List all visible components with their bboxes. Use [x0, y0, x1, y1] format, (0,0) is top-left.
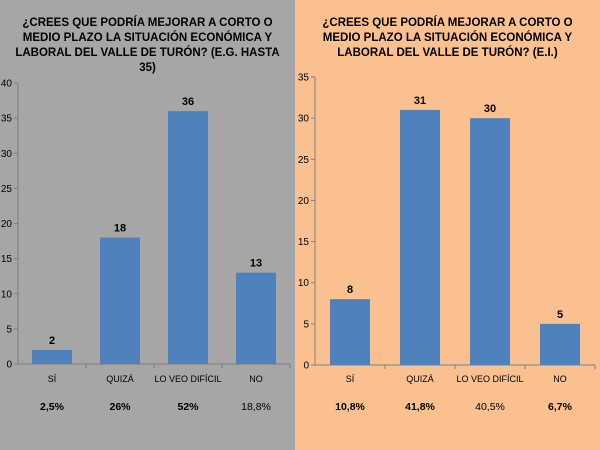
- y-tick-label: 35: [298, 73, 310, 84]
- bar: [32, 349, 72, 364]
- bar: [540, 323, 580, 365]
- bar-data-label: 30: [484, 103, 496, 115]
- x-category-label: LO VEO DIFÍCIL: [154, 374, 221, 384]
- x-category-label: SÍ: [346, 374, 355, 384]
- x-category-label: QUIZÁ: [406, 374, 434, 384]
- percentage-label: 26%: [109, 401, 131, 413]
- bar: [168, 111, 208, 364]
- y-tick-label: 15: [298, 237, 310, 248]
- y-tick-label: 10: [298, 278, 310, 289]
- bar-data-label: 36: [182, 96, 194, 108]
- percentage-label: 18,8%: [241, 401, 271, 413]
- percentage-label: 52%: [177, 401, 199, 413]
- percentage-label: 6,7%: [548, 401, 573, 413]
- x-category-label: LO VEO DIFÍCIL: [456, 374, 523, 384]
- y-tick-label: 20: [1, 219, 13, 230]
- y-tick-label: 20: [298, 196, 310, 207]
- bar-chart-eg: 0 5 10 15 20 25 30 35 40 2 SÍ 2,5% 18 QUIZÁ 26% 36 LO VE…: [1, 79, 291, 413]
- bar-data-label: 31: [414, 95, 426, 107]
- y-tick-label: 0: [6, 360, 12, 371]
- y-tick-label: 15: [1, 254, 13, 265]
- chart-title: ¿CREES QUE PODRÍA MEJORAR A CORTO O MEDI…: [15, 17, 280, 74]
- x-category-label: QUIZÁ: [106, 374, 134, 384]
- y-tick-label: 0: [303, 361, 309, 372]
- x-category-label: NO: [249, 374, 263, 384]
- y-tick-label: 10: [1, 289, 13, 300]
- bar: [236, 272, 276, 364]
- bar: [330, 299, 370, 365]
- y-tick-label: 30: [298, 114, 310, 125]
- bar: [400, 109, 440, 366]
- chart-panel-ei: ¿CREES QUE PODRÍA MEJORAR A CORTO O MEDI…: [295, 0, 600, 450]
- bar-data-label: 5: [557, 309, 563, 321]
- bar-data-label: 13: [250, 258, 262, 270]
- y-tick-label: 40: [1, 79, 13, 90]
- x-category-label: SÍ: [48, 374, 57, 384]
- percentage-label: 2,5%: [40, 401, 65, 413]
- chart-panel-eg: ¿CREES QUE PODRÍA MEJORAR A CORTO O MEDI…: [0, 0, 295, 450]
- bar-data-label: 2: [49, 335, 55, 347]
- percentage-label: 10,8%: [335, 401, 365, 413]
- bar-data-label: 18: [114, 223, 126, 235]
- y-tick-label: 35: [1, 114, 13, 125]
- percentage-label: 41,8%: [405, 401, 435, 413]
- bar-chart-ei: 0 5 10 15 20 25 30 35 8 SÍ 10,8% 31 QUIZÁ 41,8% 30 LO V…: [298, 73, 596, 413]
- bar: [100, 237, 140, 364]
- y-tick-label: 5: [6, 324, 12, 335]
- y-tick-label: 25: [1, 184, 13, 195]
- percentage-label: 40,5%: [475, 401, 505, 413]
- bar-data-label: 8: [347, 284, 353, 296]
- chart-title: ¿CREES QUE PODRÍA MEJORAR A CORTO O MEDI…: [322, 17, 573, 59]
- y-tick-label: 30: [1, 149, 13, 160]
- y-tick-label: 5: [303, 319, 309, 330]
- bar: [470, 118, 510, 366]
- y-tick-label: 25: [298, 155, 310, 166]
- x-category-label: NO: [553, 374, 567, 384]
